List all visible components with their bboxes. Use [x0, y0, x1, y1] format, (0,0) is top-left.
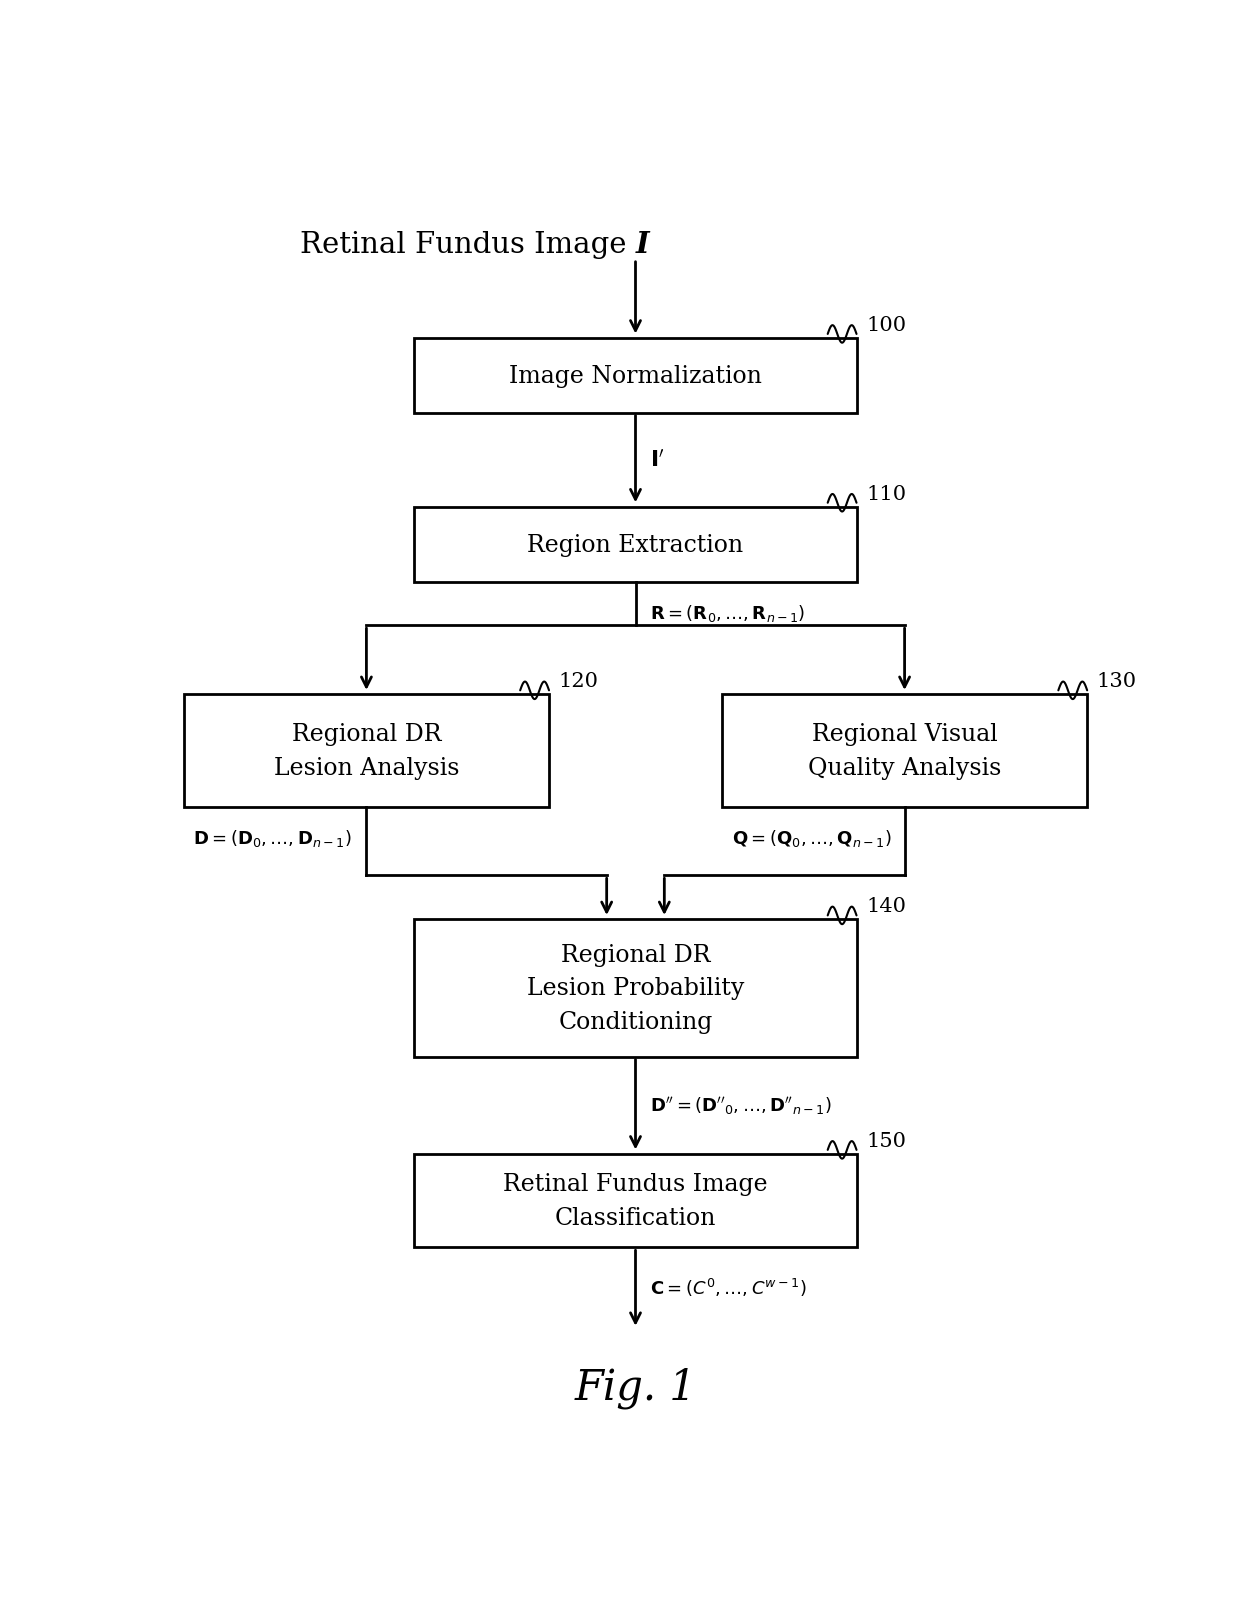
Text: 140: 140 — [866, 898, 906, 915]
Text: $\mathbf{Q}{=}(\mathbf{Q}_0,\ldots,\mathbf{Q}_{n-1})$: $\mathbf{Q}{=}(\mathbf{Q}_0,\ldots,\math… — [732, 828, 892, 849]
Text: Retinal Fundus Image: Retinal Fundus Image — [300, 230, 635, 258]
FancyBboxPatch shape — [184, 695, 549, 807]
Text: 110: 110 — [866, 484, 906, 503]
Text: $\mathbf{C}{=}(C^0,\ldots,C^{w-1})$: $\mathbf{C}{=}(C^0,\ldots,C^{w-1})$ — [650, 1277, 806, 1298]
Text: 150: 150 — [866, 1131, 906, 1151]
Text: Regional DR
Lesion Probability
Conditioning: Regional DR Lesion Probability Condition… — [527, 943, 744, 1034]
Text: Regional Visual
Quality Analysis: Regional Visual Quality Analysis — [808, 722, 1001, 779]
Text: Retinal Fundus Image
Classification: Retinal Fundus Image Classification — [503, 1172, 768, 1229]
Text: 100: 100 — [866, 316, 906, 334]
Text: Fig. 1: Fig. 1 — [574, 1367, 697, 1409]
Text: Region Extraction: Region Extraction — [527, 534, 744, 557]
Text: $\mathbf{D''}{=}(\mathbf{D''}_0,\ldots,\mathbf{D''}_{n-1})$: $\mathbf{D''}{=}(\mathbf{D''}_0,\ldots,\… — [650, 1094, 832, 1117]
Text: $\mathbf{R}{=}(\mathbf{R}_0,\ldots,\mathbf{R}_{n-1})$: $\mathbf{R}{=}(\mathbf{R}_0,\ldots,\math… — [650, 602, 805, 623]
Text: Regional DR
Lesion Analysis: Regional DR Lesion Analysis — [274, 722, 459, 779]
Text: 120: 120 — [559, 672, 599, 691]
FancyBboxPatch shape — [414, 1154, 857, 1248]
Text: 130: 130 — [1096, 672, 1137, 691]
FancyBboxPatch shape — [414, 920, 857, 1057]
Text: I: I — [635, 230, 649, 260]
FancyBboxPatch shape — [722, 695, 1087, 807]
Text: $\mathbf{D}{=}(\mathbf{D}_0,\ldots,\mathbf{D}_{n-1})$: $\mathbf{D}{=}(\mathbf{D}_0,\ldots,\math… — [193, 828, 352, 849]
Text: Image Normalization: Image Normalization — [510, 365, 761, 388]
FancyBboxPatch shape — [414, 506, 857, 583]
Text: $\mathbf{I'}$: $\mathbf{I'}$ — [650, 450, 665, 471]
FancyBboxPatch shape — [414, 339, 857, 414]
